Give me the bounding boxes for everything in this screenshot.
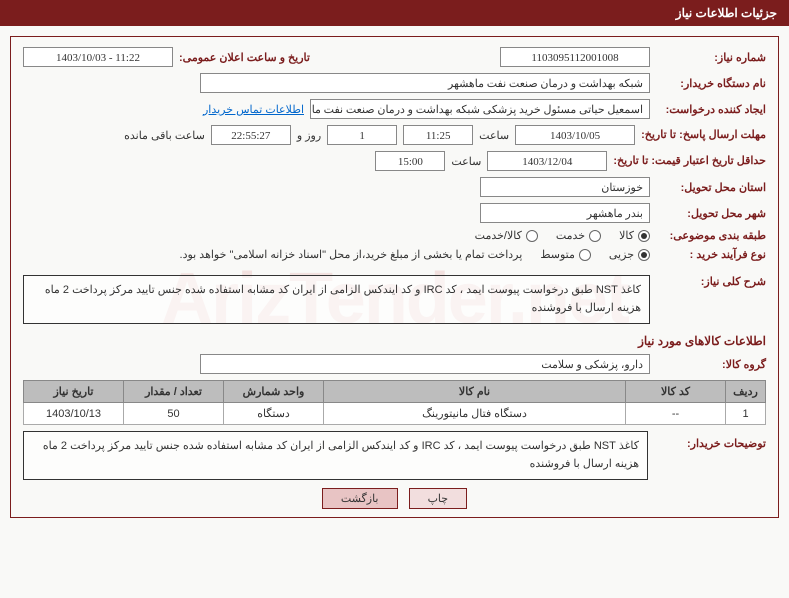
th-unit: واحد شمارش [224, 381, 324, 403]
radio-small-label: جزیی [609, 248, 634, 261]
deadline-date: 1403/10/05 [515, 125, 635, 145]
countdown: 22:55:27 [211, 125, 291, 145]
cell-qty: 50 [124, 403, 224, 425]
th-date: تاریخ نیاز [24, 381, 124, 403]
days-remain: 1 [327, 125, 397, 145]
deadline-time: 11:25 [403, 125, 473, 145]
province-label: استان محل تحویل: [656, 181, 766, 194]
process-radio-group: جزیی متوسط [540, 248, 650, 261]
city-field: بندر ماهشهر [480, 203, 650, 223]
radio-goods-label: کالا [619, 229, 634, 242]
validity-date: 1403/12/04 [487, 151, 607, 171]
category-label: طبقه بندی موضوعی: [656, 229, 766, 242]
print-button[interactable]: چاپ [409, 488, 468, 509]
radio-icon [638, 249, 650, 261]
radio-service-label: خدمت [556, 229, 585, 242]
need-no-field: 1103095112001008 [500, 47, 650, 67]
cell-row: 1 [726, 403, 766, 425]
th-qty: تعداد / مقدار [124, 381, 224, 403]
main-panel: شماره نیاز: 1103095112001008 تاریخ و ساع… [10, 36, 779, 518]
announce-label: تاریخ و ساعت اعلان عمومی: [179, 51, 310, 64]
th-code: کد کالا [626, 381, 726, 403]
days-label: روز و [297, 129, 321, 142]
radio-icon [579, 249, 591, 261]
back-button[interactable]: بازگشت [322, 488, 398, 509]
buyer-notes-text: کاغذ NST طبق درخواست پیوست ایمد ، کد IRC… [23, 431, 648, 480]
table-row: 1 -- دستگاه فتال مانیتورینگ دستگاه 50 14… [24, 403, 766, 425]
button-row: چاپ بازگشت [23, 488, 766, 509]
need-no-label: شماره نیاز: [656, 51, 766, 64]
category-radio-group: کالا خدمت کالا/خدمت [475, 229, 650, 242]
radio-icon [526, 230, 538, 242]
summary-text: کاغذ NST طبق درخواست پیوست ایمد ، کد IRC… [23, 275, 650, 324]
cell-code: -- [626, 403, 726, 425]
time-label-2: ساعت [451, 155, 481, 168]
radio-both[interactable]: کالا/خدمت [475, 229, 538, 242]
process-label: نوع فرآیند خرید : [656, 248, 766, 261]
cell-name: دستگاه فتال مانیتورینگ [324, 403, 626, 425]
announce-field: 1403/10/03 - 11:22 [23, 47, 173, 67]
deadline-label: مهلت ارسال پاسخ: تا تاریخ: [641, 128, 766, 142]
buyer-notes-label: توضیحات خریدار: [656, 431, 766, 450]
items-table: ردیف کد کالا نام کالا واحد شمارش تعداد /… [23, 380, 766, 425]
radio-goods[interactable]: کالا [619, 229, 650, 242]
group-field: دارو، پزشکی و سلامت [200, 354, 650, 374]
th-row: ردیف [726, 381, 766, 403]
cell-date: 1403/10/13 [24, 403, 124, 425]
radio-icon [589, 230, 601, 242]
buyer-org-label: نام دستگاه خریدار: [656, 77, 766, 90]
group-label: گروه کالا: [656, 358, 766, 371]
radio-icon [638, 230, 650, 242]
radio-service[interactable]: خدمت [556, 229, 601, 242]
city-label: شهر محل تحویل: [656, 207, 766, 220]
radio-medium-label: متوسط [540, 248, 575, 261]
radio-medium[interactable]: متوسط [540, 248, 591, 261]
validity-label: حداقل تاریخ اعتبار قیمت: تا تاریخ: [613, 154, 766, 168]
panel-header: جزئیات اطلاعات نیاز [0, 0, 789, 26]
countdown-label: ساعت باقی مانده [124, 129, 205, 142]
time-label-1: ساعت [479, 129, 509, 142]
th-name: نام کالا [324, 381, 626, 403]
process-note: پرداخت تمام یا بخشی از مبلغ خرید،از محل … [180, 248, 523, 261]
summary-label: شرح کلی نیاز: [656, 275, 766, 288]
requester-label: ایجاد کننده درخواست: [656, 103, 766, 116]
radio-small[interactable]: جزیی [609, 248, 650, 261]
province-field: خوزستان [480, 177, 650, 197]
buyer-org-field: شبکه بهداشت و درمان صنعت نفت ماهشهر [200, 73, 650, 93]
items-section-title: اطلاعات کالاهای مورد نیاز [23, 334, 766, 348]
validity-time: 15:00 [375, 151, 445, 171]
requester-field: اسمعیل حیاتی مسئول خرید پزشکی شبکه بهداش… [310, 99, 650, 119]
contact-link[interactable]: اطلاعات تماس خریدار [203, 103, 304, 116]
radio-both-label: کالا/خدمت [475, 229, 522, 242]
cell-unit: دستگاه [224, 403, 324, 425]
